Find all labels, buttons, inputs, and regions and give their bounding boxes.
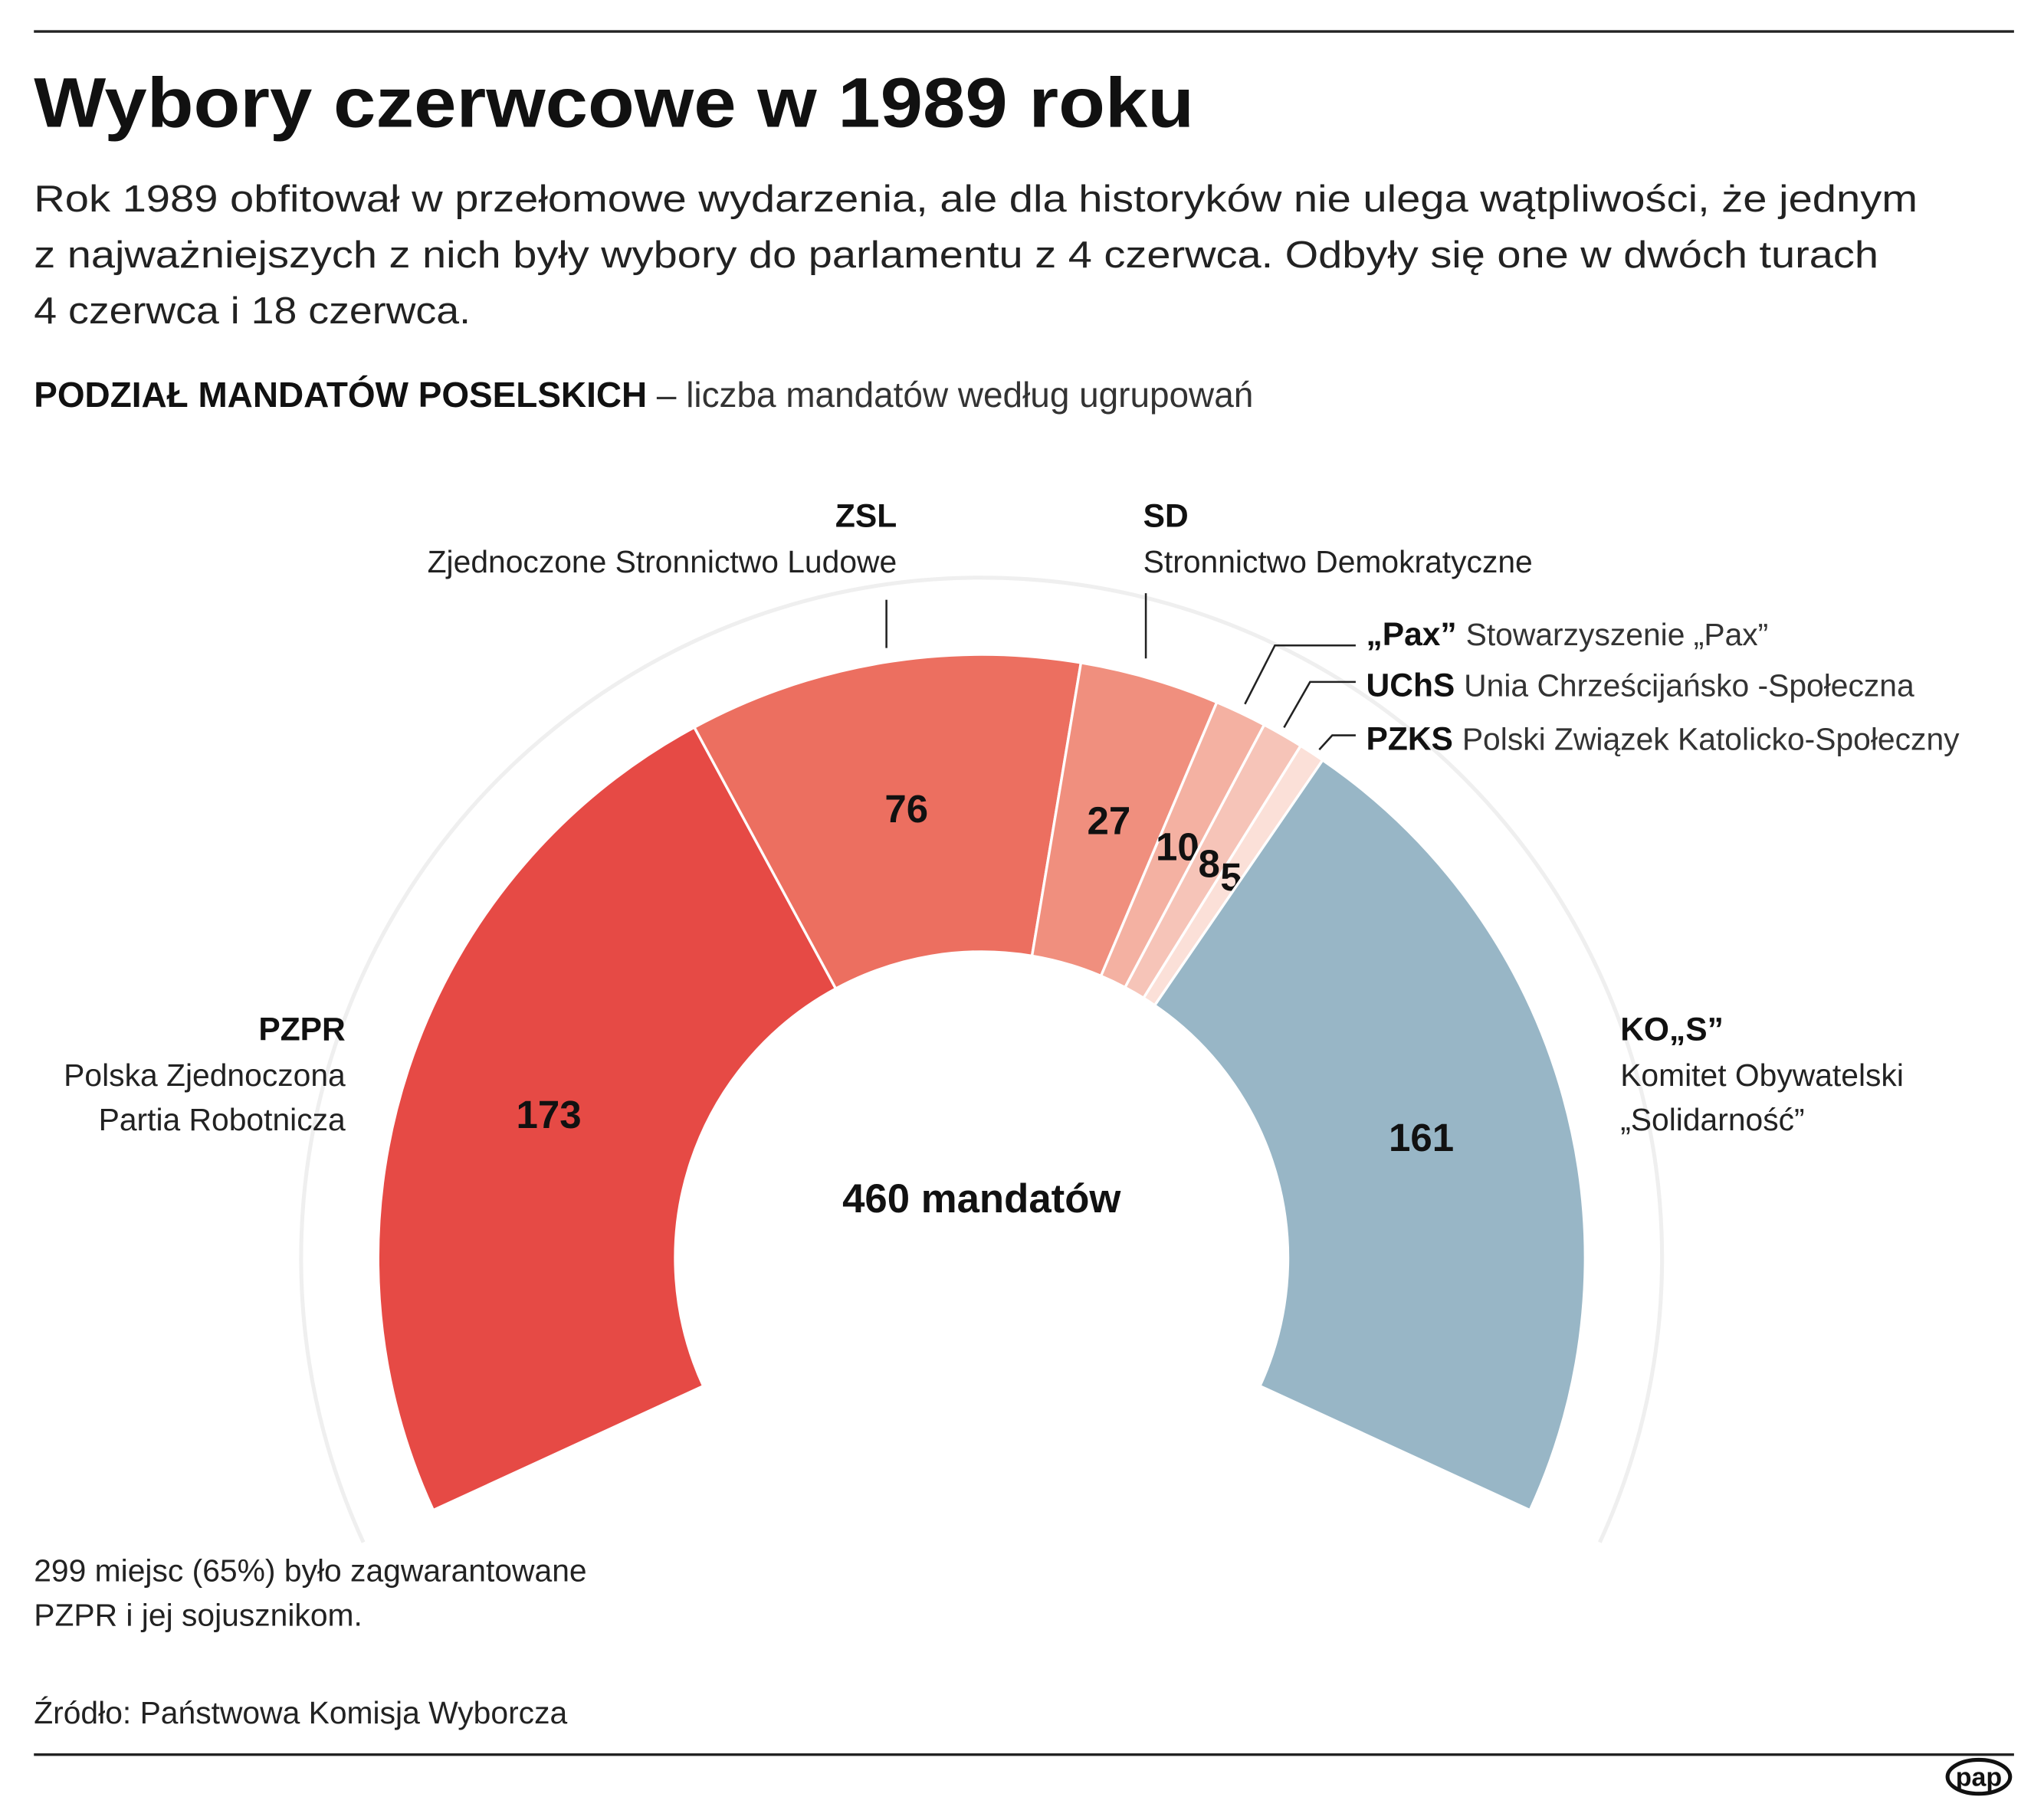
segment bbox=[376, 725, 838, 1512]
subtitle-line: 4 czerwca i 18 czerwca. bbox=[34, 290, 471, 332]
heading-bold: PODZIAŁ MANDATÓW POSELSKICH bbox=[34, 375, 647, 415]
source: Źródło: Państwowa Komisja Wyborcza bbox=[34, 1695, 567, 1730]
value-label: 76 bbox=[884, 787, 928, 831]
subtitle-line: z najważniejszych z nich były wybory do … bbox=[34, 234, 1878, 276]
segment-desc: Polska Zjednoczona bbox=[64, 1058, 346, 1093]
segment-abbr: PZKS bbox=[1366, 721, 1453, 757]
background-arc bbox=[299, 576, 1665, 1543]
value-label: 173 bbox=[516, 1093, 581, 1136]
segment-desc: Stronnictwo Demokratyczne bbox=[1143, 544, 1533, 579]
segment-abbr: SD bbox=[1143, 498, 1189, 534]
segment-abbr: UChS bbox=[1366, 668, 1455, 704]
value-label: 8 bbox=[1199, 841, 1220, 885]
segment-abbr: ZSL bbox=[835, 498, 897, 534]
leader-line bbox=[1244, 644, 1356, 705]
logo-frame bbox=[1945, 1757, 2013, 1796]
center-label: 460 mandatów bbox=[842, 1176, 1121, 1222]
note-line: PZPR i jej sojusznikom. bbox=[34, 1597, 363, 1632]
segment-desc: „Solidarność” bbox=[1620, 1102, 1804, 1137]
leader-line bbox=[1318, 734, 1356, 751]
segment bbox=[1153, 758, 1586, 1512]
segment-abbr: KO„S” bbox=[1620, 1012, 1724, 1048]
value-label: 161 bbox=[1389, 1116, 1454, 1159]
segment bbox=[692, 653, 1083, 991]
segment-desc: Unia Chrześcijańsko -Społeczna bbox=[1464, 668, 1914, 703]
subtitle-line: Rok 1989 obfitował w przełomowe wydarzen… bbox=[34, 178, 1918, 220]
segment-desc: Stowarzyszenie „Pax” bbox=[1466, 617, 1769, 652]
note-line: 299 miejsc (65%) było zagwarantowane bbox=[34, 1553, 586, 1588]
segment-desc: Polski Związek Katolicko-Społeczny bbox=[1462, 721, 1960, 756]
segment-abbr: PZPR bbox=[258, 1012, 345, 1048]
segment-label: PZKS Polski Związek Katolicko-Społeczny bbox=[1366, 721, 1960, 757]
value-label: 27 bbox=[1088, 799, 1131, 843]
segment-abbr: „Pax” bbox=[1366, 617, 1457, 653]
segment-desc: Komitet Obywatelski bbox=[1620, 1058, 1904, 1093]
segment-label: UChS Unia Chrześcijańsko -Społeczna bbox=[1366, 668, 1914, 704]
leader-line bbox=[1283, 680, 1356, 729]
chart-title: Wybory czerwcowe w 1989 roku bbox=[34, 64, 1194, 142]
heading-rest: – liczba mandatów według ugrupowań bbox=[647, 375, 1253, 415]
logo: pap bbox=[1956, 1763, 2002, 1792]
segment-desc: Partia Robotnicza bbox=[99, 1102, 346, 1137]
chart-heading: PODZIAŁ MANDATÓW POSELSKICH – liczba man… bbox=[34, 375, 1253, 415]
segment-desc: Zjednoczone Stronnictwo Ludowe bbox=[428, 544, 897, 579]
segment-label: „Pax” Stowarzyszenie „Pax” bbox=[1366, 617, 1769, 653]
